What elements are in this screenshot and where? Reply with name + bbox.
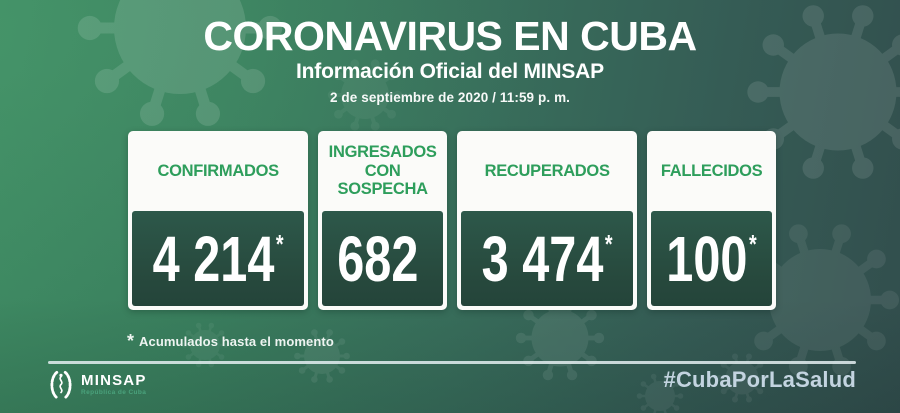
minsap-logo: MINSAP República de Cuba bbox=[47, 369, 147, 401]
stat-label: INGRESADOS CON SOSPECHA bbox=[328, 142, 437, 199]
stat-label: RECUPERADOS bbox=[484, 161, 610, 180]
stat-asterisk: * bbox=[749, 228, 757, 259]
divider-line bbox=[48, 361, 856, 364]
stat-label: FALLECIDOS bbox=[660, 161, 763, 180]
stat-value: 4 214 bbox=[152, 222, 275, 295]
hashtag: #CubaPorLaSalud bbox=[663, 367, 856, 392]
stat-label: CONFIRMADOS bbox=[157, 161, 279, 180]
stat-value-panel: 100 * bbox=[651, 211, 772, 306]
wreath-caduceus-icon bbox=[50, 371, 72, 399]
footnote: * Acumulados hasta el momento bbox=[127, 331, 334, 352]
report-date: 2 de septiembre de 2020 / 11:59 p. m. bbox=[329, 90, 571, 106]
stat-value: 682 bbox=[337, 222, 419, 295]
stat-card-ingresados: INGRESADOS CON SOSPECHA 682 bbox=[318, 131, 447, 310]
footnote-asterisk: * bbox=[127, 331, 135, 351]
stat-card-confirmados: CONFIRMADOS 4 214 * bbox=[128, 131, 309, 310]
stat-value-panel: 682 bbox=[322, 211, 443, 306]
stats-row: CONFIRMADOS 4 214 * INGRESADOS CON SOSPE… bbox=[128, 131, 776, 310]
stat-card-recuperados: RECUPERADOS 3 474 * bbox=[457, 131, 638, 310]
subtitle: Información Oficial del MINSAP bbox=[296, 60, 604, 84]
minsap-logo-subtext: República de Cuba bbox=[81, 389, 147, 397]
stat-asterisk: * bbox=[604, 228, 613, 259]
stat-value-panel: 4 214 * bbox=[132, 211, 305, 306]
minsap-logo-text: MINSAP República de Cuba bbox=[81, 373, 147, 397]
stat-value: 3 474 bbox=[481, 222, 604, 295]
minsap-logo-name: MINSAP bbox=[81, 372, 147, 390]
page-title: CORONAVIRUS EN CUBA bbox=[203, 13, 697, 59]
stat-value: 100 bbox=[666, 222, 748, 295]
header: CORONAVIRUS EN CUBA Información Oficial … bbox=[0, 13, 900, 106]
stat-card-fallecidos: FALLECIDOS 100 * bbox=[647, 131, 776, 310]
stat-value-panel: 3 474 * bbox=[461, 211, 634, 306]
stat-asterisk: * bbox=[275, 228, 284, 259]
footnote-text: Acumulados hasta el momento bbox=[139, 334, 334, 349]
